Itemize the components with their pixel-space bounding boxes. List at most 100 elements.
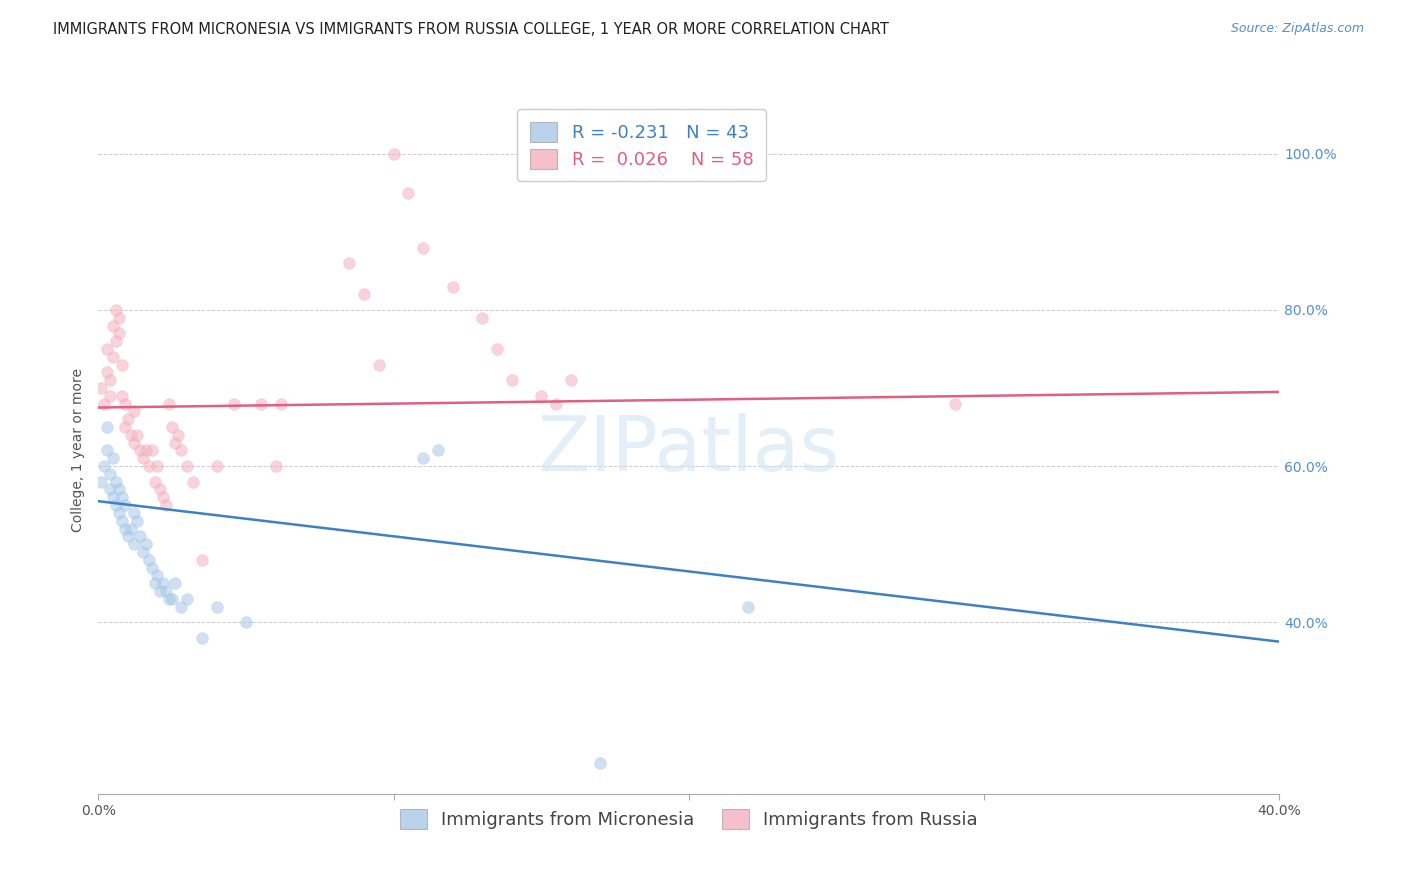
Point [105,475,128,489]
Point [530,389,553,403]
Point [181,475,204,489]
Point [155,498,177,512]
Point [103,490,125,504]
Point [135,443,157,458]
Point [138,459,160,474]
Point [737,599,759,614]
Point [96,366,118,380]
Point [120,521,142,535]
Point [141,560,163,574]
Point [117,412,139,426]
Point [146,459,169,474]
Point [560,373,582,387]
Point [125,427,148,442]
Point [98,467,121,481]
Point [96,443,118,458]
Point [205,459,228,474]
Point [250,396,273,410]
Point [108,310,131,325]
Point [157,396,180,410]
Point [270,396,292,410]
Point [165,576,187,591]
Point [111,389,134,403]
Point [546,396,568,410]
Point [122,537,145,551]
Point [93,459,115,474]
Point [132,545,155,559]
Point [132,451,155,466]
Point [412,240,434,255]
Point [122,506,145,520]
Point [427,443,450,458]
Point [353,287,375,301]
Point [191,631,214,645]
Point [105,302,128,317]
Point [152,490,174,504]
Point [501,373,523,387]
Point [98,373,121,387]
Point [90,475,112,489]
Point [146,568,169,582]
Point [589,756,612,770]
Point [114,498,136,512]
Point [157,591,180,606]
Point [162,420,183,434]
Point [122,435,145,450]
Point [117,529,139,543]
Point [176,459,198,474]
Point [128,443,150,458]
Point [170,443,193,458]
Point [90,381,112,395]
Point [143,576,166,591]
Point [125,514,148,528]
Point [114,396,136,410]
Point [103,451,125,466]
Point [120,427,142,442]
Point [339,256,361,270]
Point [162,591,183,606]
Point [486,342,509,356]
Point [105,498,128,512]
Point [235,615,257,630]
Text: Source: ZipAtlas.com: Source: ZipAtlas.com [1230,22,1364,36]
Point [170,599,193,614]
Point [382,146,405,161]
Point [441,279,464,293]
Point [111,514,134,528]
Point [108,483,131,497]
Point [122,404,145,418]
Point [141,443,163,458]
Point [398,186,420,200]
Point [111,490,134,504]
Point [149,583,172,598]
Point [205,599,228,614]
Point [155,583,177,598]
Point [176,591,198,606]
Point [108,326,131,341]
Y-axis label: College, 1 year or more: College, 1 year or more [72,368,86,533]
Point [98,483,121,497]
Point [368,358,391,372]
Point [105,334,128,348]
Legend: Immigrants from Micronesia, Immigrants from Russia: Immigrants from Micronesia, Immigrants f… [392,802,986,837]
Point [165,435,187,450]
Point [135,537,157,551]
Point [224,396,246,410]
Point [108,506,131,520]
Point [96,420,118,434]
Point [114,420,136,434]
Point [93,396,115,410]
Point [149,483,172,497]
Point [98,389,121,403]
Point [114,521,136,535]
Point [96,342,118,356]
Point [167,427,190,442]
Point [943,396,966,410]
Text: IMMIGRANTS FROM MICRONESIA VS IMMIGRANTS FROM RUSSIA COLLEGE, 1 YEAR OR MORE COR: IMMIGRANTS FROM MICRONESIA VS IMMIGRANTS… [53,22,890,37]
Point [191,552,214,567]
Text: ZIPatlas: ZIPatlas [537,414,841,487]
Point [103,318,125,333]
Point [412,451,434,466]
Point [471,310,494,325]
Point [128,529,150,543]
